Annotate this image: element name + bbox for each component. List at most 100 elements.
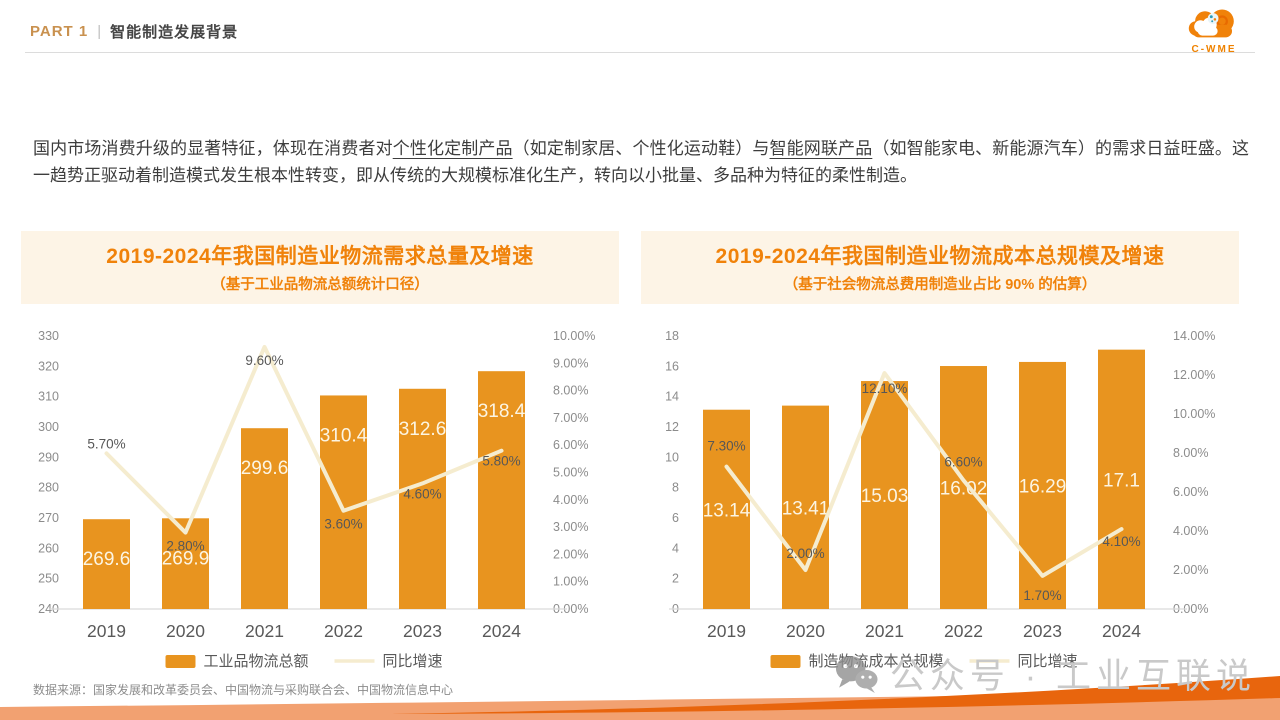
growth-rate-label: 5.70% <box>87 436 125 451</box>
header-divider <box>25 52 1255 53</box>
x-axis-label-2021: 2021 <box>865 621 904 641</box>
wechat-icon <box>835 655 878 693</box>
left-axis-tick: 300 <box>38 420 59 434</box>
right-axis-tick: 4.00% <box>553 493 588 507</box>
logo-text: C-WME <box>1191 44 1237 55</box>
underlined-term: 智能网联产品 <box>769 139 873 158</box>
bar-value-label: 13.41 <box>782 498 830 519</box>
growth-rate-label: 5.80% <box>482 454 520 469</box>
chart-title: 2019-2024年我国制造业物流成本总规模及增速 <box>715 245 1165 268</box>
x-axis-label-2019: 2019 <box>87 621 126 641</box>
left-axis-tick: 260 <box>38 541 59 555</box>
watermark-text: 公众号 · 工业互联说 <box>889 657 1256 696</box>
chart-panel-cost: 2019-2024年我国制造业物流成本总规模及增速 （基于社会物流总费用制造业占… <box>641 231 1239 674</box>
data-source-note: 数据来源：国家发展和改革委员会、中国物流与采购联合会、中国物流信息中心 <box>33 683 454 697</box>
left-axis-tick: 2 <box>672 572 679 586</box>
bar-value-label: 299.6 <box>241 458 289 479</box>
right-axis-tick: 2.00% <box>553 547 588 561</box>
bar-value-label: 17.1 <box>1103 470 1140 491</box>
bar-2019 <box>703 409 750 609</box>
bar-2022 <box>320 395 367 609</box>
bar-value-label: 318.4 <box>478 401 526 422</box>
cloud-logo-icon <box>1188 9 1234 38</box>
right-axis-tick: 0.00% <box>553 602 588 616</box>
growth-rate-label: 2.80% <box>166 539 204 554</box>
right-axis-tick: 4.00% <box>1173 524 1208 538</box>
left-axis-tick: 290 <box>38 450 59 464</box>
left-axis-tick: 16 <box>665 359 679 373</box>
growth-rate-line <box>104 344 504 535</box>
left-axis-tick: 14 <box>665 390 679 404</box>
right-axis-tick: 8.00% <box>553 384 588 398</box>
growth-rate-label: 6.60% <box>944 454 982 469</box>
right-axis-tick: 2.00% <box>1173 563 1208 577</box>
bar-2021 <box>861 381 908 609</box>
chart-subtitle: （基于社会物流总费用制造业占比 90% 的估算） <box>783 277 1097 293</box>
bar-value-label: 269.9 <box>162 548 210 569</box>
right-axis-tick: 6.00% <box>1173 485 1208 499</box>
bar-value-label: 13.14 <box>703 500 751 521</box>
right-axis-tick: 12.00% <box>1173 368 1215 382</box>
right-axis-tick: 6.00% <box>553 438 588 452</box>
right-axis-tick: 5.00% <box>553 466 588 480</box>
intro-text: （如智能家电、新能源汽车）的需求日益旺盛。这一趋势正驱动着制造模式发生根本性转变… <box>33 139 1250 185</box>
band-dark-shape <box>390 676 1280 714</box>
growth-rate-label: 1.70% <box>1023 588 1061 603</box>
watermark: 公众号 · 工业互联说 <box>834 648 1256 699</box>
left-axis-tick: 240 <box>38 602 59 616</box>
chart-title: 2019-2024年我国制造业物流需求总量及增速 <box>106 245 534 268</box>
intro-text: （如定制家居、个性化运动鞋）与 <box>512 139 770 158</box>
growth-rate-label: 3.60% <box>324 517 362 532</box>
right-axis-tick: 8.00% <box>1173 446 1208 460</box>
legend-line-label: 同比增速 <box>383 653 443 670</box>
x-axis-label-2020: 2020 <box>786 621 825 641</box>
bar-value-label: 312.6 <box>399 419 447 440</box>
left-axis-tick: 320 <box>38 359 59 373</box>
growth-rate-label: 12.10% <box>862 381 908 396</box>
bar-value-label: 16.29 <box>1019 476 1067 497</box>
growth-rate-label: 4.10% <box>1102 534 1140 549</box>
bar-value-label: 15.03 <box>861 486 909 507</box>
left-axis-tick: 330 <box>38 329 59 343</box>
right-axis-tick: 3.00% <box>553 520 588 534</box>
x-axis-label-2023: 2023 <box>1023 621 1062 641</box>
cost-chart: 0246810121416180.00%2.00%4.00%6.00%8.00%… <box>665 329 1215 670</box>
right-axis-tick: 9.00% <box>553 356 588 370</box>
bar-value-label: 269.6 <box>83 549 131 570</box>
chart-subtitle: （基于工业品物流总额统计口径） <box>211 277 429 293</box>
left-axis-tick: 10 <box>665 450 679 464</box>
right-axis-tick: 10.00% <box>553 329 595 343</box>
header: PART 1 | 智能制造发展背景 <box>30 21 238 42</box>
right-axis-tick: 10.00% <box>1173 407 1215 421</box>
intro-paragraph: 国内市场消费升级的显著特征，体现在消费者对个性化定制产品（如定制家居、个性化运动… <box>33 136 1249 189</box>
legend-bar-swatch <box>770 655 801 668</box>
bar-value-label: 310.4 <box>320 425 368 446</box>
growth-rate-label: 9.60% <box>245 353 283 368</box>
right-axis-tick: 14.00% <box>1173 329 1215 343</box>
growth-rate-label: 2.00% <box>786 546 824 561</box>
left-axis-tick: 270 <box>38 511 59 525</box>
x-axis-label-2023: 2023 <box>403 621 442 641</box>
bar-2024 <box>1098 349 1145 609</box>
bar-2021 <box>241 428 288 609</box>
left-axis-tick: 12 <box>665 420 679 434</box>
bar-2020 <box>782 405 829 609</box>
x-axis-label-2021: 2021 <box>245 621 284 641</box>
left-axis-tick: 280 <box>38 481 59 495</box>
left-axis-tick: 8 <box>672 481 679 495</box>
legend-bar-label: 工业品物流总额 <box>204 653 309 670</box>
part-label: PART 1 <box>30 23 89 40</box>
left-axis-tick: 310 <box>38 390 59 404</box>
x-axis-label-2022: 2022 <box>324 621 363 641</box>
right-axis-tick: 7.00% <box>553 411 588 425</box>
left-axis-tick: 18 <box>665 329 679 343</box>
bar-2024 <box>478 371 525 609</box>
left-axis-tick: 4 <box>672 541 679 555</box>
x-axis-label-2020: 2020 <box>166 621 205 641</box>
bar-2022 <box>940 366 987 609</box>
growth-rate-label: 4.60% <box>403 486 441 501</box>
bar-2023 <box>399 388 446 609</box>
left-axis-tick: 250 <box>38 572 59 586</box>
growth-rate-line <box>724 371 1124 578</box>
